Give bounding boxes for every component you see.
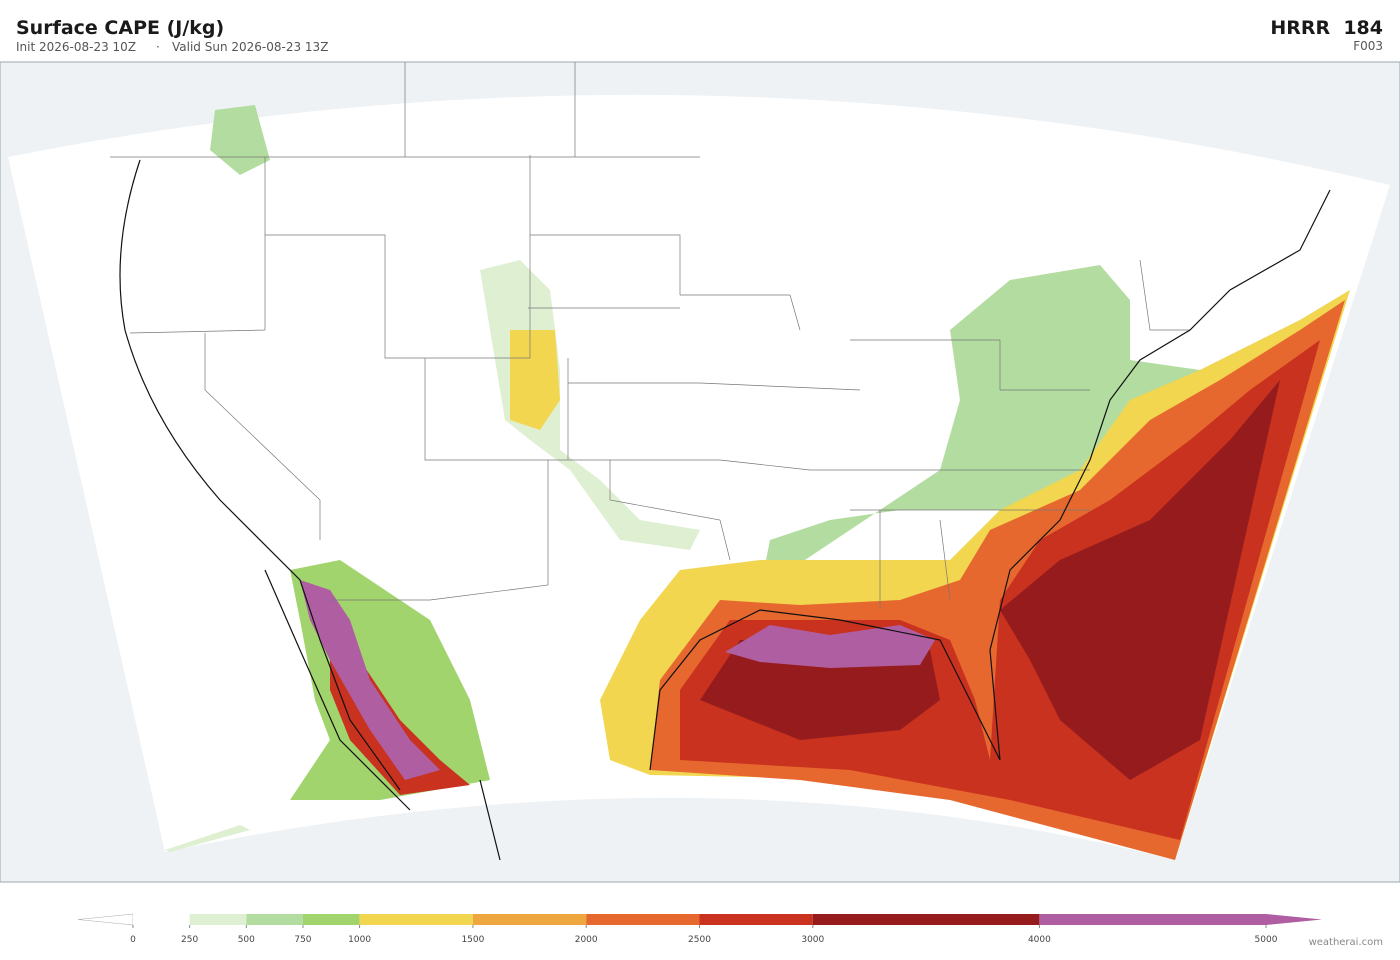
colorbar-segment — [246, 914, 303, 925]
colorbar-segment — [189, 914, 247, 925]
colorbar-tick-label: 1500 — [461, 935, 484, 945]
cape-area — [165, 825, 250, 852]
colorbar-tick-label: 2000 — [575, 935, 598, 945]
cape-area — [210, 105, 270, 175]
cape-area — [700, 380, 1280, 780]
forecast-hour: F003 — [1353, 39, 1383, 53]
borders — [110, 62, 1190, 610]
colorbar-tick-label: 2500 — [688, 935, 711, 945]
model-run: HRRR 184 — [1270, 17, 1383, 39]
colorbar-tick-label: 1000 — [348, 935, 371, 945]
colorbar-tick-label: 4000 — [1028, 935, 1051, 945]
separator: · — [156, 40, 160, 54]
cape-area — [725, 625, 935, 668]
colorbar-segment — [472, 914, 587, 925]
colorbar-segment — [1039, 914, 1266, 925]
colorbar-tick-label: 500 — [238, 935, 255, 945]
colorbar-segment — [133, 914, 190, 925]
colorbar-tick-label: 750 — [294, 935, 311, 945]
colorbar-tick-label: 0 — [130, 935, 136, 945]
colorbar-segment — [586, 914, 700, 925]
coastline — [119, 159, 1331, 861]
cape-area — [510, 330, 560, 430]
colorbar-segment — [699, 914, 813, 925]
colorbar-segment — [359, 914, 473, 925]
title: Surface CAPE (J/kg) — [16, 17, 224, 39]
init-time: Init 2026-08-23 10Z — [16, 40, 136, 54]
map — [0, 61, 1400, 883]
cape-area — [760, 265, 1350, 590]
colorbar-segment — [302, 914, 360, 925]
colorbar-extend-high — [1266, 914, 1322, 925]
valid-time: Valid Sun 2026-08-23 13Z — [172, 40, 328, 54]
credit: weatherai.com — [1309, 937, 1383, 948]
colorbar-tick-label: 3000 — [801, 935, 824, 945]
colorbar-tick-label: 5000 — [1255, 935, 1278, 945]
colorbar-tick-label: 250 — [181, 935, 198, 945]
colorbar-extend-low — [77, 913, 134, 926]
cape-area — [300, 580, 440, 780]
colorbar: 0 250 500 750 1000 1500 2000 2500 3000 4000 5000 — [77, 913, 1322, 945]
colorbar-segment — [812, 914, 1040, 925]
